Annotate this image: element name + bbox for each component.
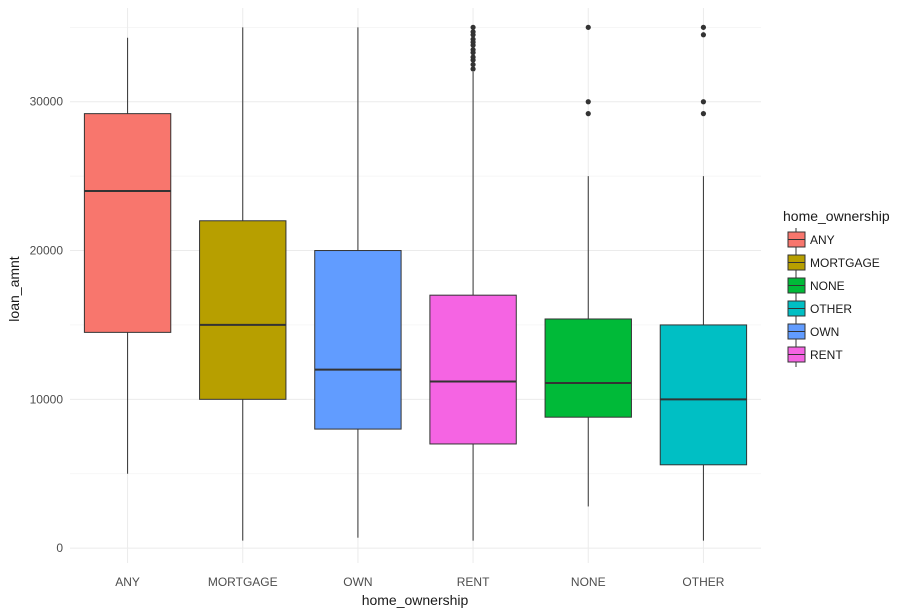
legend-item-other: OTHER [787,297,852,321]
outlier-point [470,66,476,72]
box-body [544,318,632,418]
outlier-point [470,36,476,42]
outlier-point [585,99,591,105]
y-axis-ticks: 0 10000 20000 30000 [30,95,64,555]
outlier-point [585,111,591,117]
outlier-point [470,29,476,35]
y-tick-label: 0 [56,541,63,555]
box-none [544,24,632,507]
x-axis-title: home_ownership [362,592,469,608]
outlier-point [470,61,476,68]
box-body [429,294,517,445]
outlier-point [470,47,476,53]
outlier-point [470,24,476,30]
y-tick-label: 30000 [30,95,64,109]
outlier-point [700,111,707,117]
outlier-point [700,24,707,30]
box-mortgage [199,27,287,541]
y-tick-label: 20000 [30,244,64,258]
box-body [659,324,748,466]
box-body [199,220,287,400]
outlier-point [585,24,591,30]
legend-label: NONE [810,279,845,293]
box-body [83,113,172,333]
box-any [83,37,172,474]
y-tick-label: 10000 [30,392,64,406]
legend-item-none: NONE [787,274,845,298]
grid-lines [70,8,761,563]
box-own [314,27,402,538]
legend-title: home_ownership [783,208,890,224]
legend-label: ANY [810,233,835,247]
legend-label: MORTGAGE [810,256,880,270]
box-other [659,24,748,541]
x-tick-label: OWN [343,575,372,589]
outlier-point [470,54,476,60]
boxes-layer [83,24,748,541]
y-axis-title: loan_amnt [6,256,22,321]
legend-item-rent: RENT [787,343,843,367]
legend-item-any: ANY [787,228,835,252]
legend-label: OWN [810,325,839,339]
legend-item-mortgage: MORTGAGE [787,251,880,275]
legend-label: RENT [810,348,843,362]
legend-item-own: OWN [787,320,839,344]
outlier-point [700,99,707,105]
x-tick-label: NONE [571,575,606,589]
x-axis-ticks: ANY MORTGAGE OWN RENT NONE OTHER [115,575,725,589]
box-rent [429,24,517,541]
box-body [314,250,402,430]
legend-label: OTHER [810,302,852,316]
x-tick-label: MORTGAGE [208,575,278,589]
x-tick-label: OTHER [682,575,724,589]
legend: home_ownership ANY MORTGAGE NONE OTHER OWN RE… [783,208,890,367]
x-tick-label: RENT [457,575,490,589]
outlier-point [700,32,707,38]
x-tick-label: ANY [115,575,140,589]
legend-items: ANY MORTGAGE NONE OTHER OWN RENT [787,228,880,367]
